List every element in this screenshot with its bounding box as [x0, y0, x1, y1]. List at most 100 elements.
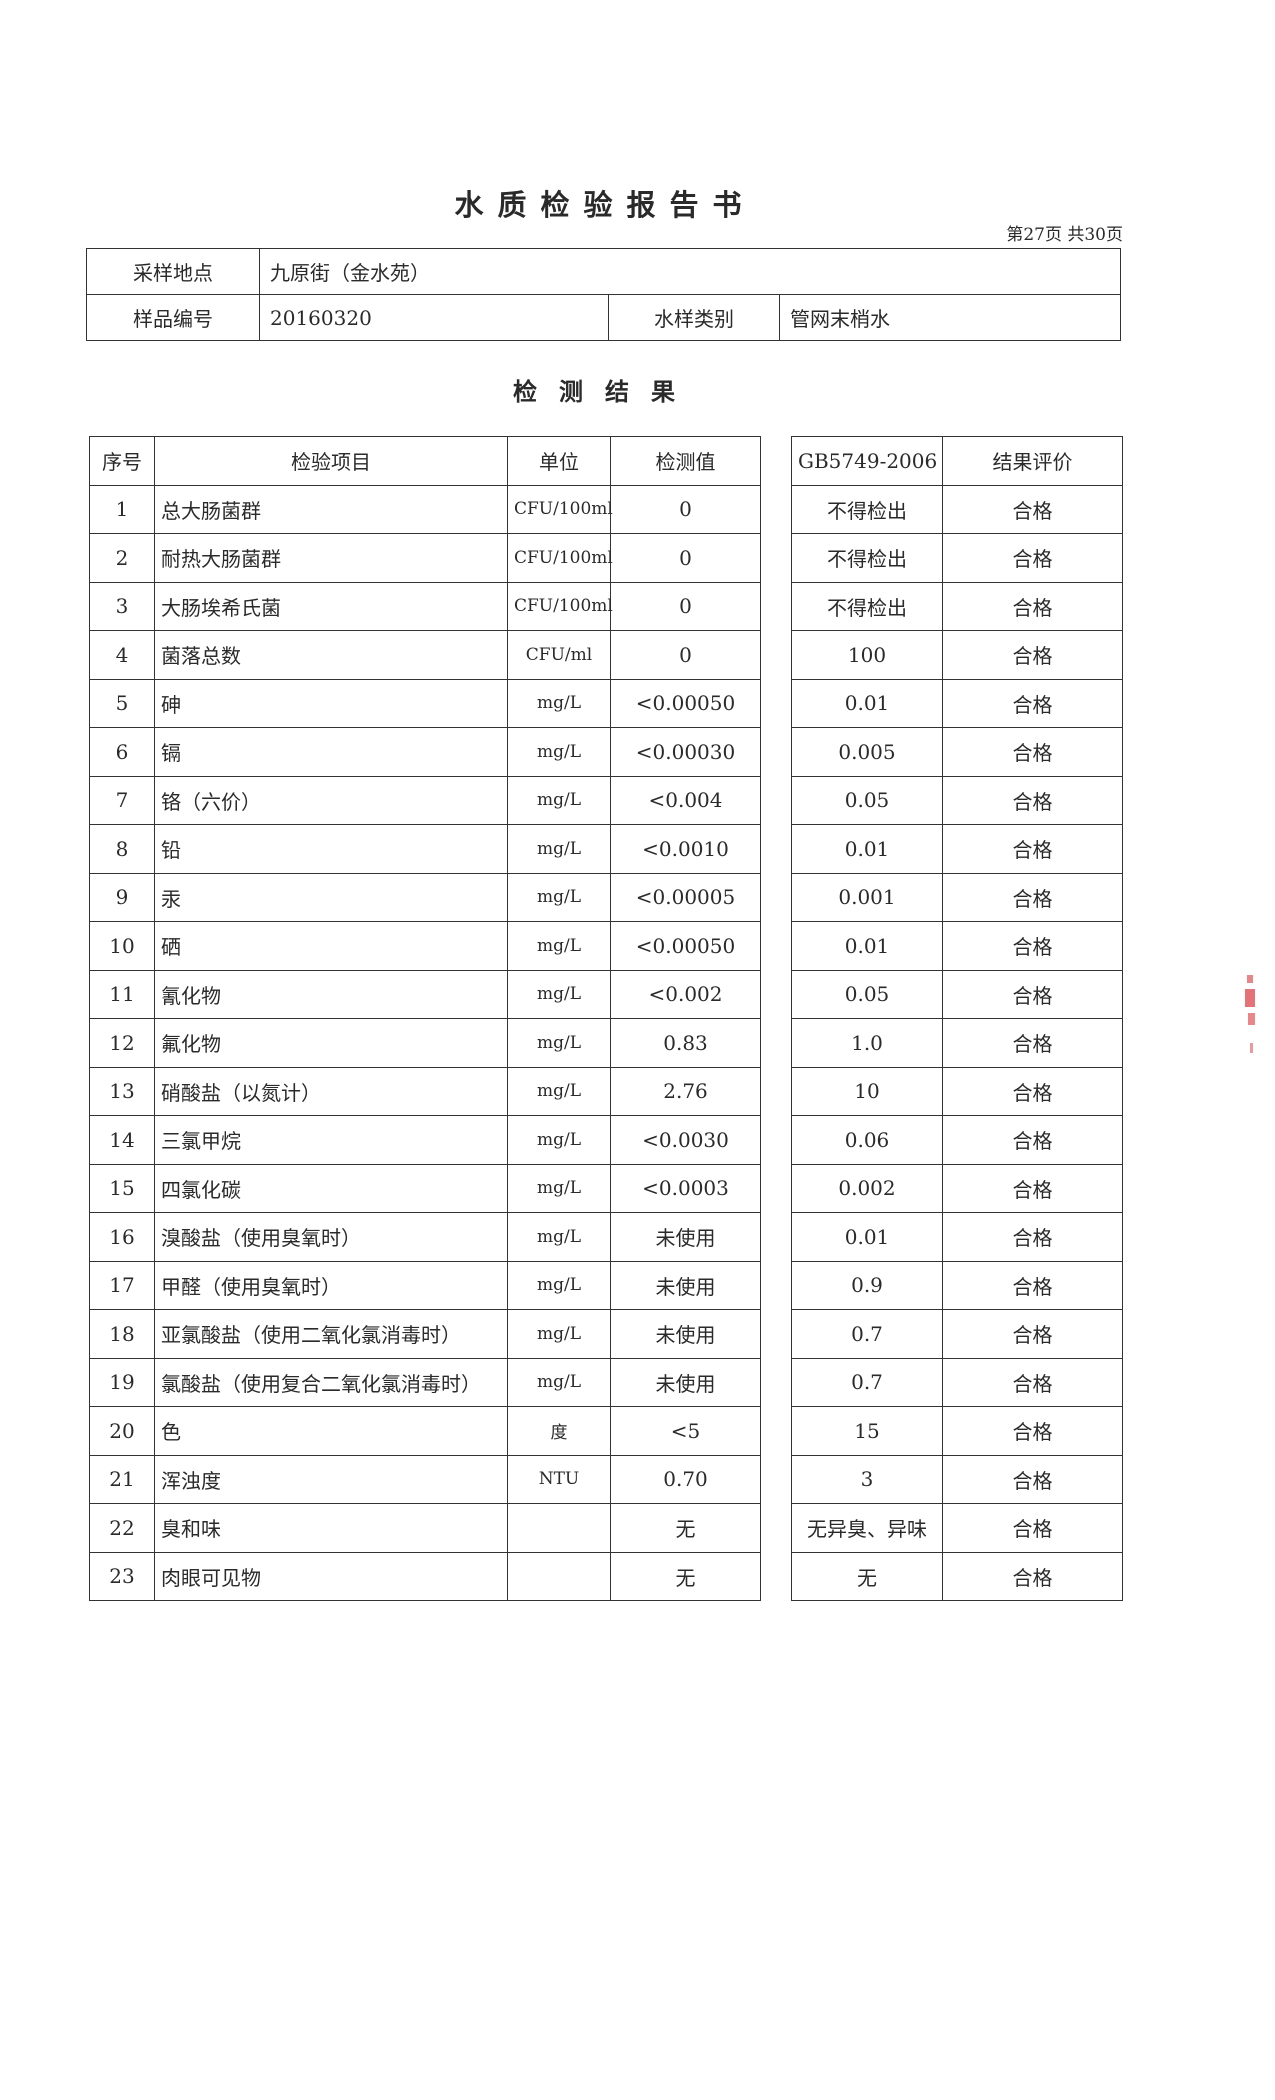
row-evaluation: 合格 — [942, 921, 1123, 971]
row-unit: mg/L — [507, 1018, 611, 1068]
row-evaluation: 合格 — [942, 969, 1123, 1019]
row-standard: 0.01 — [791, 921, 943, 971]
row-value: <0.00050 — [610, 921, 761, 971]
row-evaluation: 合格 — [942, 1115, 1123, 1165]
row-evaluation: 合格 — [942, 1503, 1123, 1553]
row-item: 汞 — [154, 872, 508, 922]
row-item: 浑浊度 — [154, 1454, 508, 1504]
sample-no-label: 样品编号 — [86, 294, 260, 341]
row-item: 色 — [154, 1406, 508, 1456]
row-standard: 无异臭、异味 — [791, 1503, 943, 1553]
row-value: 0.83 — [610, 1018, 761, 1068]
column-gap — [760, 582, 792, 631]
row-value: 未使用 — [610, 1260, 761, 1310]
row-evaluation: 合格 — [942, 775, 1123, 825]
table-row: 13 硝酸盐（以氮计） mg/L 2.76 10 合格 — [89, 1066, 1123, 1116]
column-gap — [760, 873, 792, 922]
row-unit: mg/L — [507, 678, 611, 728]
row-item: 耐热大肠菌群 — [154, 533, 508, 583]
row-no: 15 — [89, 1163, 155, 1213]
row-no: 14 — [89, 1115, 155, 1165]
row-value: <0.00050 — [610, 678, 761, 728]
column-gap — [760, 436, 792, 485]
row-standard: 0.01 — [791, 1212, 943, 1262]
row-no: 16 — [89, 1212, 155, 1262]
row-standard: 0.001 — [791, 872, 943, 922]
row-no: 11 — [89, 969, 155, 1019]
row-no: 4 — [89, 630, 155, 680]
row-no: 8 — [89, 824, 155, 874]
row-evaluation: 合格 — [942, 630, 1123, 680]
row-unit: mg/L — [507, 1066, 611, 1116]
column-gap — [760, 630, 792, 679]
row-standard: 0.7 — [791, 1309, 943, 1359]
table-header-row: 序号 检验项目 单位 检测值 GB5749-2006 结果评价 — [89, 436, 1123, 486]
row-unit: mg/L — [507, 1357, 611, 1407]
row-value: 0 — [610, 484, 761, 534]
column-gap — [760, 1261, 792, 1310]
row-unit: mg/L — [507, 969, 611, 1019]
column-gap — [760, 1212, 792, 1261]
column-gap — [760, 1552, 792, 1601]
row-standard: 0.05 — [791, 969, 943, 1019]
row-unit: CFU/100ml — [507, 581, 613, 631]
row-value: 2.76 — [610, 1066, 761, 1116]
col-header-item: 检验项目 — [154, 436, 508, 486]
row-evaluation: 合格 — [942, 533, 1123, 583]
water-type-value: 管网末梢水 — [778, 294, 1122, 341]
report-title: 水质检验报告书 — [454, 188, 756, 222]
row-item: 硝酸盐（以氮计） — [154, 1066, 508, 1116]
row-evaluation: 合格 — [942, 1357, 1123, 1407]
row-standard: 0.002 — [791, 1163, 943, 1213]
row-no: 13 — [89, 1066, 155, 1116]
row-value: 0 — [610, 581, 761, 631]
table-row: 23 肉眼可见物无无合格 — [89, 1551, 1123, 1601]
column-gap — [760, 921, 792, 970]
row-unit: mg/L — [507, 727, 611, 777]
row-value: 0 — [610, 533, 761, 583]
row-value: 0.70 — [610, 1454, 761, 1504]
row-value: 未使用 — [610, 1357, 761, 1407]
row-standard: 0.9 — [791, 1260, 943, 1310]
sample-no-row: 样品编号 20160320 水样类别 管网末梢水 — [86, 294, 1122, 341]
row-item: 菌落总数 — [154, 630, 508, 680]
row-value: <0.0030 — [610, 1115, 761, 1165]
row-item: 铬（六价） — [154, 775, 508, 825]
column-gap — [760, 970, 792, 1019]
table-row: 5 砷 mg/L <0.00050 0.01 合格 — [89, 678, 1123, 728]
row-no: 19 — [89, 1357, 155, 1407]
row-value: <0.00005 — [610, 872, 761, 922]
row-no: 20 — [89, 1406, 155, 1456]
row-value: 未使用 — [610, 1212, 761, 1262]
table-row: 9 汞 mg/L <0.00005 0.001 合格 — [89, 872, 1123, 922]
table-row: 3 大肠埃希氏菌 CFU/100ml 0 不得检出 合格 — [89, 581, 1123, 631]
table-row: 22 臭和味 无无异臭、异味 合格 — [89, 1503, 1123, 1553]
table-row: 17 甲醛（使用臭氧时） mg/L 未使用 0.9 合格 — [89, 1260, 1123, 1310]
row-item: 砷 — [154, 678, 508, 728]
column-gap — [760, 824, 792, 873]
table-row: 10 硒 mg/L <0.00050 0.01 合格 — [89, 921, 1123, 971]
column-gap — [760, 533, 792, 582]
row-evaluation: 合格 — [942, 727, 1123, 777]
row-evaluation: 合格 — [942, 1163, 1123, 1213]
results-table: 序号 检验项目 单位 检测值 GB5749-2006 结果评价 1 总大肠菌群 CF… — [89, 436, 1123, 1601]
row-item: 镉 — [154, 727, 508, 777]
col-header-evaluation: 结果评价 — [942, 436, 1123, 486]
row-standard: 0.7 — [791, 1357, 943, 1407]
row-standard: 100 — [791, 630, 943, 680]
row-item: 溴酸盐（使用臭氧时） — [154, 1212, 508, 1262]
column-gap — [760, 1067, 792, 1116]
row-item: 总大肠菌群 — [154, 484, 508, 534]
column-gap — [760, 1115, 792, 1164]
row-standard: 不得检出 — [791, 533, 943, 583]
column-gap — [760, 1018, 792, 1067]
row-no: 10 — [89, 921, 155, 971]
row-standard: 0.01 — [791, 824, 943, 874]
row-unit: mg/L — [507, 1212, 611, 1262]
row-unit: mg/L — [507, 1163, 611, 1213]
row-unit: mg/L — [507, 1115, 611, 1165]
row-item: 硒 — [154, 921, 508, 971]
table-row: 21 浑浊度 NTU 0.70 3 合格 — [89, 1454, 1123, 1504]
row-item: 肉眼可见物 — [154, 1551, 508, 1601]
column-gap — [760, 1406, 792, 1455]
